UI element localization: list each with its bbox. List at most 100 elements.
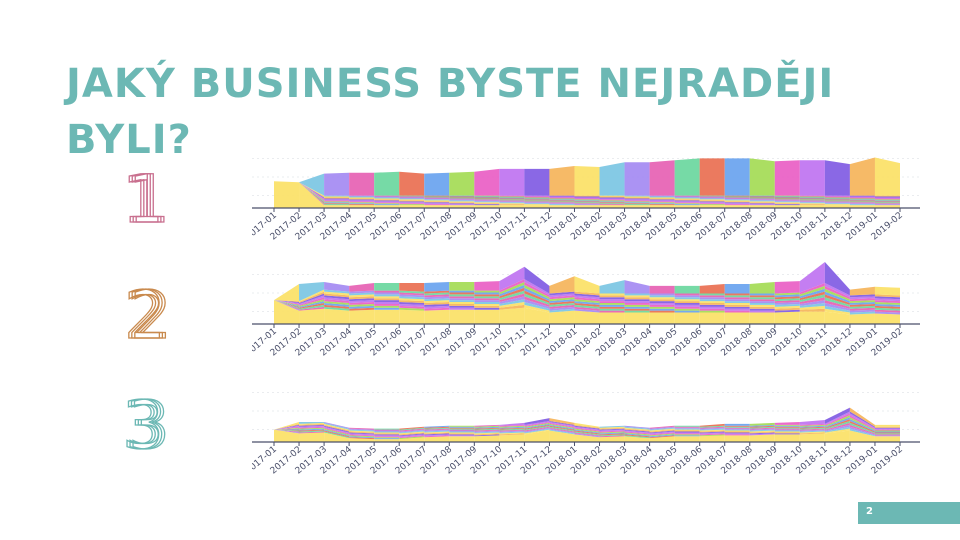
area-segment [424,433,450,436]
area-segment [674,306,700,309]
area-segment [699,205,725,208]
area-segment [849,298,875,302]
area-segment [349,434,375,437]
area-segment [799,205,825,208]
area-segment [349,199,375,201]
area-segment [649,195,675,197]
area-segment [799,282,825,295]
area-segment [849,200,875,202]
area-segment [849,415,875,430]
area-segment [799,198,825,200]
area-segment [299,291,325,304]
series-5-area [274,296,900,309]
area-segment [474,199,500,201]
area-segment [774,197,800,199]
area-segment [474,294,500,297]
area-segment [599,435,625,438]
area-segment [774,428,800,430]
area-segment [524,421,550,427]
area-segment [349,198,375,200]
area-segment [724,299,750,302]
area-segment [749,424,775,427]
area-segment [874,313,900,324]
area-segment [674,427,700,429]
area-segment [699,432,725,435]
area-segment [299,299,325,307]
area-segment [374,434,400,436]
area-segment [374,302,400,304]
area-segment [299,425,325,428]
area-segment [499,432,525,435]
area-segment [849,302,875,305]
area-segment [399,202,425,204]
area-segment [824,288,850,302]
area-segment [824,204,850,206]
area-segment [524,282,550,298]
area-segment [649,427,675,431]
area-segment [474,302,500,304]
series-12-area [274,157,900,196]
area-segment [749,308,775,311]
area-segment [749,422,775,426]
area-segment [749,306,775,309]
area-segment [424,429,450,432]
area-segment [549,429,575,435]
stacked-area-chart-1: 2017-01 2017-02 2017-03 2017-04 2017-05 2017-… [252,140,920,252]
area-segment [599,436,625,442]
area-segment [674,295,700,298]
area-segment [749,433,775,436]
area-segment [749,428,775,431]
area-segment [324,422,350,430]
area-segment [624,429,650,433]
area-segment [624,304,650,307]
area-segment [649,435,675,439]
area-segment [374,433,400,435]
area-segment [849,424,875,435]
area-segment [674,310,700,313]
area-segment [649,200,675,202]
area-segment [724,293,750,296]
area-segment [824,294,850,305]
area-segment [649,295,675,298]
area-segment [474,303,500,306]
area-segment [449,282,475,291]
area-segment [874,203,900,205]
area-segment [549,166,575,196]
rank-number-3-glyph: 3 3 3 [121,386,170,462]
area-segment [699,435,725,442]
area-segment [674,304,700,307]
area-segment [849,428,875,437]
area-segment [324,429,350,437]
area-segment [749,203,775,205]
area-segment [324,306,350,311]
area-segment [324,426,350,434]
area-segment [474,198,500,200]
area-segment [324,201,350,203]
area-segment [299,432,325,442]
area-segment [549,430,575,442]
area-segment [699,197,725,199]
area-segment [599,195,625,197]
area-segment [699,427,725,430]
area-segment [274,300,300,324]
area-segment [699,295,725,298]
area-segment [599,432,625,435]
area-segment [774,305,800,309]
area-segment [399,429,425,433]
series-3-area [274,300,900,313]
area-segment [349,204,375,206]
area-segment [849,309,875,313]
area-segment [299,424,325,427]
area-segment [824,160,850,196]
area-segment [774,292,800,296]
area-segment [374,296,400,299]
area-segment [824,407,850,424]
area-segment [474,202,500,204]
area-segment [799,294,825,303]
area-segment [674,426,700,428]
area-segment [874,427,900,429]
area-segment [299,431,325,434]
area-segment [549,424,575,430]
area-segment [574,276,600,294]
area-segment [524,195,550,197]
